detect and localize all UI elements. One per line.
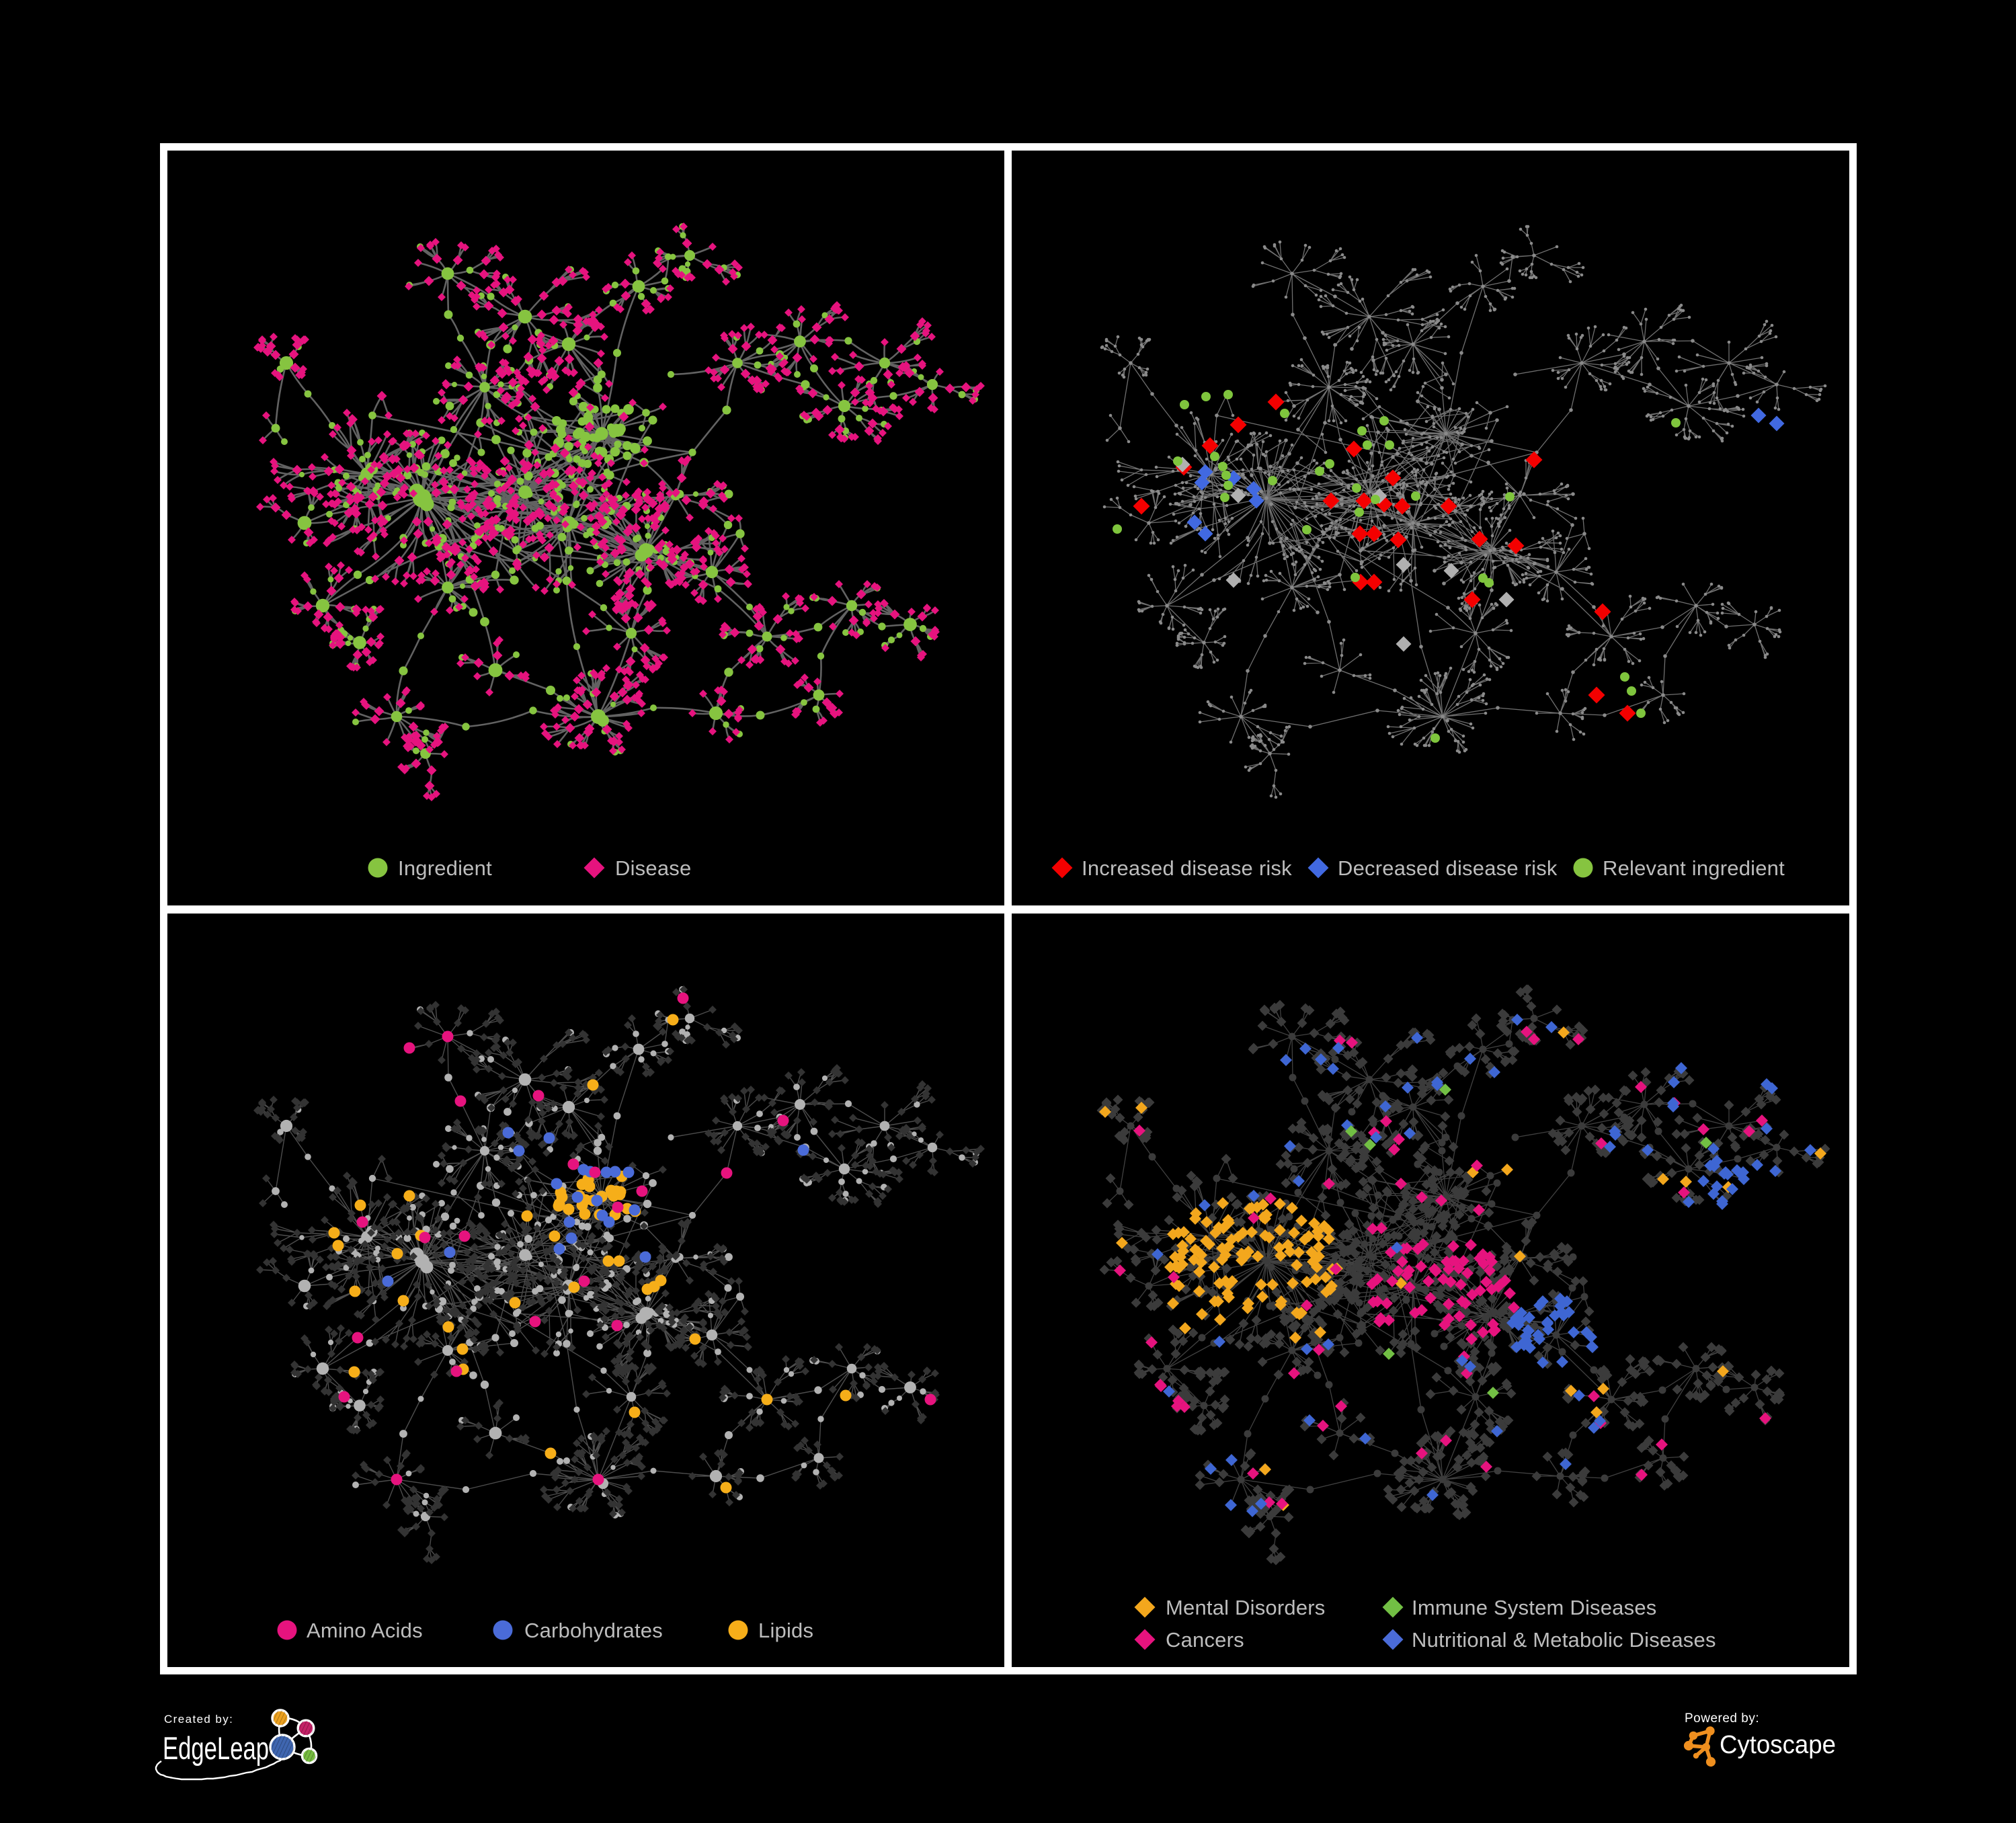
svg-text:Increased disease risk: Increased disease risk [1082,856,1292,880]
svg-text:Lipids: Lipids [758,1619,813,1642]
svg-text:Powered by:: Powered by: [1685,1711,1759,1726]
svg-text:Relevant ingredient: Relevant ingredient [1603,856,1785,880]
svg-text:Ingredient: Ingredient [398,856,492,880]
svg-text:Nutritional & Metabolic Diseas: Nutritional & Metabolic Diseases [1412,1628,1716,1652]
svg-text:Mental Disorders: Mental Disorders [1166,1596,1326,1619]
svg-text:Created by:: Created by: [164,1713,233,1726]
svg-text:EdgeLeap: EdgeLeap [163,1730,269,1766]
svg-text:Amino Acids: Amino Acids [307,1619,423,1642]
svg-text:Cytoscape: Cytoscape [1720,1731,1836,1759]
svg-text:Disease: Disease [615,856,691,880]
svg-text:Immune System Diseases: Immune System Diseases [1412,1596,1656,1619]
svg-text:Carbohydrates: Carbohydrates [524,1619,663,1642]
svg-text:Decreased disease risk: Decreased disease risk [1338,856,1558,880]
svg-text:Cancers: Cancers [1166,1628,1244,1652]
